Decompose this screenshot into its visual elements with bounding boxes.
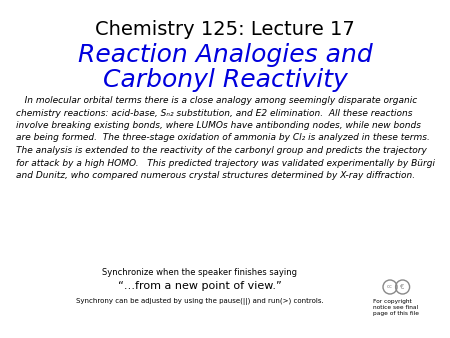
Text: Chemistry 125: Lecture 17: Chemistry 125: Lecture 17: [95, 20, 355, 39]
Text: In molecular orbital terms there is a close analogy among seemingly disparate or: In molecular orbital terms there is a cl…: [15, 96, 435, 180]
Text: Reaction Analogies and: Reaction Analogies and: [77, 43, 373, 67]
Text: For copyright
notice see final
page of this file: For copyright notice see final page of t…: [374, 299, 419, 316]
Text: “…from a new point of view.”: “…from a new point of view.”: [118, 281, 282, 291]
Text: €: €: [400, 284, 405, 290]
Text: Synchrony can be adjusted by using the pause(||) and run(>) controls.: Synchrony can be adjusted by using the p…: [76, 298, 324, 305]
Text: Synchronize when the speaker finishes saying: Synchronize when the speaker finishes sa…: [103, 268, 297, 277]
Text: cc: cc: [387, 285, 393, 290]
Text: Carbonyl Reactivity: Carbonyl Reactivity: [103, 68, 347, 92]
